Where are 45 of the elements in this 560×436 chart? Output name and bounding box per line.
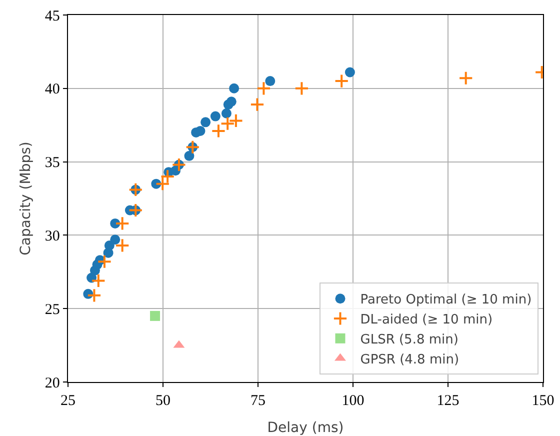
legend-label: GLSR (5.8 min) xyxy=(360,332,458,348)
point xyxy=(210,111,220,122)
point xyxy=(110,234,120,245)
y-axis-title: Capacity (Mbps) xyxy=(18,142,34,256)
point xyxy=(250,97,265,112)
x-tick-label: 125 xyxy=(436,393,460,410)
point xyxy=(155,176,170,192)
y-tick-label: 35 xyxy=(44,155,60,172)
point xyxy=(220,116,235,131)
point xyxy=(228,113,244,128)
y-tick-label: 45 xyxy=(44,8,60,24)
point xyxy=(91,273,106,288)
point xyxy=(97,254,112,269)
point xyxy=(256,81,271,96)
legend-label: Pareto Optimal (≥ 10 min) xyxy=(360,292,532,308)
point xyxy=(265,76,276,86)
point xyxy=(115,216,130,231)
x-axis-title: Delay (ms) xyxy=(267,420,344,436)
legend-label: GPSR (4.8 min) xyxy=(360,352,460,368)
x-tick-label: 100 xyxy=(342,393,364,410)
point xyxy=(229,83,240,94)
point xyxy=(226,96,236,107)
point xyxy=(200,117,211,128)
x-tick-label: 25 xyxy=(60,393,76,410)
y-tick-label: 25 xyxy=(44,302,60,318)
x-tick-label: 150 xyxy=(532,393,554,410)
point xyxy=(221,108,232,118)
point xyxy=(195,126,206,136)
point xyxy=(211,124,226,138)
point xyxy=(115,238,130,253)
point xyxy=(344,67,355,78)
x-tick-label: 50 xyxy=(156,393,170,410)
point xyxy=(184,150,194,161)
point xyxy=(150,310,160,321)
x-tick-label: 75 xyxy=(250,393,266,410)
point xyxy=(458,70,474,86)
point xyxy=(86,288,102,303)
y-tick-label: 40 xyxy=(44,82,60,98)
point xyxy=(160,169,175,184)
point xyxy=(294,81,309,96)
legend-label: DL-aided (≥ 10 min) xyxy=(360,312,493,328)
point xyxy=(334,74,349,88)
y-tick-label: 20 xyxy=(44,375,60,392)
point xyxy=(104,240,114,250)
y-tick-label: 30 xyxy=(44,228,60,244)
